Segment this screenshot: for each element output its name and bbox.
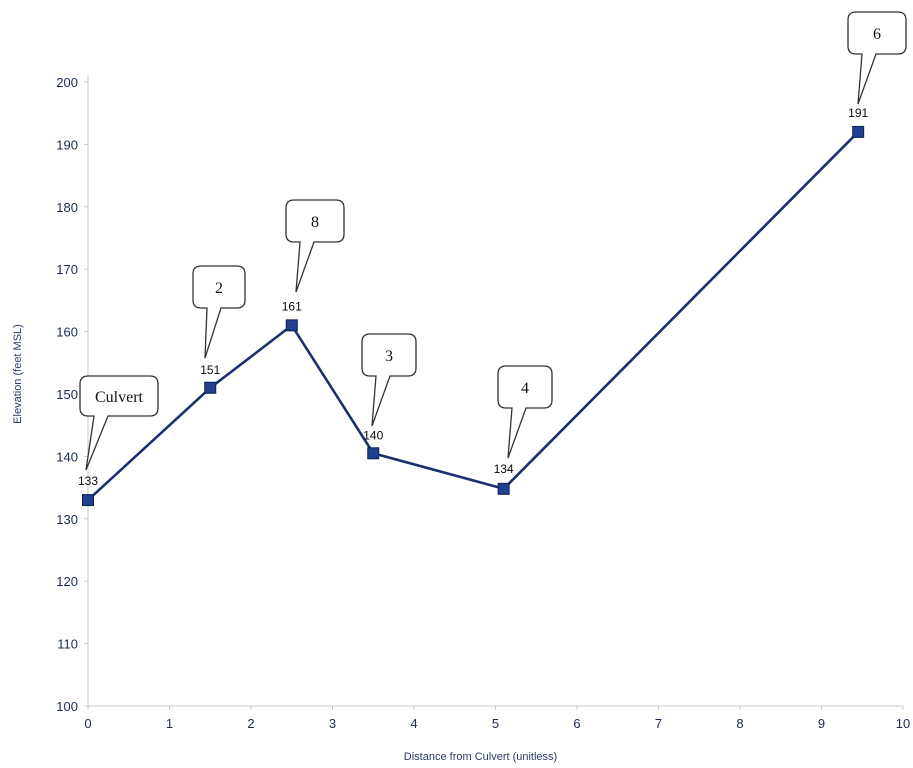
x-tick-label: 1	[166, 716, 173, 731]
data-point-marker	[367, 447, 380, 460]
data-label: 134	[494, 462, 514, 476]
callout-bubble	[497, 365, 553, 459]
data-point-marker	[852, 125, 865, 138]
y-axis-title: Elevation (feet MSL)	[12, 324, 24, 424]
series-markers	[82, 125, 865, 507]
x-tick-label: 0	[84, 716, 91, 731]
data-label: 191	[848, 106, 868, 120]
callout-bubble	[285, 199, 345, 293]
x-tick-label: 10	[896, 716, 910, 731]
data-labels: 133 151 161 140 134 191	[78, 106, 869, 488]
y-tick-label: 130	[56, 512, 78, 527]
callout-bubble	[847, 11, 907, 105]
data-label: 133	[78, 474, 98, 488]
data-point-marker	[82, 494, 94, 507]
series-line	[87, 130, 860, 502]
data-point-marker	[497, 482, 510, 495]
y-axis: 100 110 120 130 140 150 160 170 180 190 200	[56, 75, 89, 714]
x-tick-label: 7	[655, 716, 662, 731]
x-tick-label: 3	[329, 716, 336, 731]
y-tick-label: 180	[56, 200, 78, 215]
callout-bubble	[79, 375, 159, 471]
x-tick-label: 9	[818, 716, 825, 731]
callout-label: 4	[521, 380, 529, 397]
data-label: 151	[200, 363, 220, 377]
data-label: 140	[363, 428, 383, 442]
x-tick-label: 5	[492, 716, 499, 731]
x-axis-title: Distance from Culvert (unitless)	[404, 751, 557, 763]
callout-label: 6	[873, 26, 881, 43]
callout-label: 2	[215, 280, 223, 297]
callout-label: 3	[385, 348, 393, 365]
callouts: Culvert 2 8 3 4 6	[79, 11, 907, 471]
y-tick-label: 140	[56, 449, 78, 464]
y-tick-label: 120	[56, 574, 78, 589]
callout-label: Culvert	[95, 389, 144, 406]
series-line-group	[87, 130, 860, 502]
data-label: 161	[282, 299, 302, 313]
callout-label: 8	[311, 214, 319, 231]
y-tick-label: 160	[56, 325, 78, 340]
y-tick-label: 100	[56, 699, 78, 714]
x-tick-label: 4	[410, 716, 417, 731]
y-tick-label: 110	[57, 637, 78, 652]
x-tick-label: 8	[736, 716, 743, 731]
x-tick-label: 2	[247, 716, 254, 731]
y-tick-label: 170	[56, 262, 78, 277]
y-tick-label: 150	[56, 387, 78, 402]
x-axis: 0 1 2 3 4 5 6 7 8 9 10	[84, 705, 910, 731]
callout-bubble	[192, 265, 246, 359]
x-tick-label: 6	[573, 716, 580, 731]
y-tick-label: 190	[56, 137, 78, 152]
callout-bubble	[361, 333, 417, 427]
data-point-marker	[204, 381, 217, 394]
y-tick-label: 200	[56, 75, 78, 90]
data-point-marker	[285, 319, 298, 332]
